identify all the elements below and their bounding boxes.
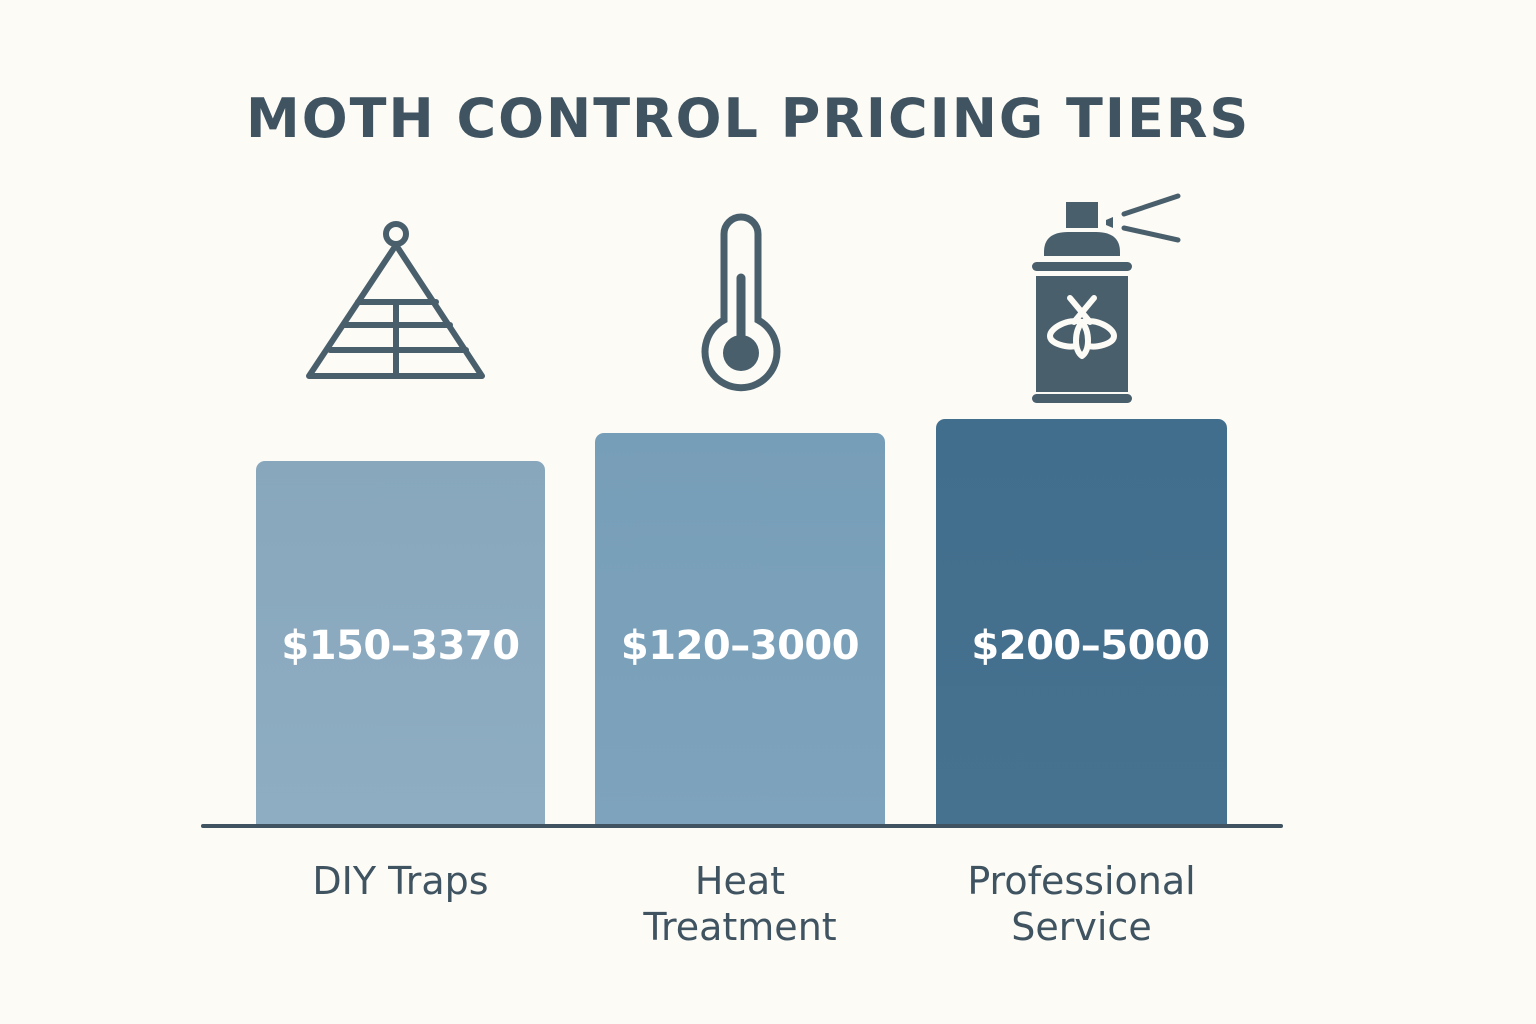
category-line: DIY Traps [312,859,489,903]
bar-professional-service [936,419,1227,826]
bar-heat-treatment [595,433,885,826]
x-axis-baseline [201,824,1283,828]
bar-value-label-diy: $150–3370 [281,623,520,669]
pyramid-trap-icon [306,221,485,379]
category-line: Service [1011,905,1152,949]
category-line: Treatment [643,905,837,949]
bar-diy-traps [256,461,545,826]
category-line: Professional [967,859,1196,903]
bar-value-label-professional: $200–5000 [971,623,1210,669]
spray-can-moth-icon [1032,193,1181,403]
category-label-heat-treatment: Heat Treatment [595,858,885,950]
bar-value-label-heat: $120–3000 [620,623,860,669]
chart-title: MOTH CONTROL PRICING TIERS [246,87,1251,150]
thermometer-icon [701,213,781,392]
category-label-diy-traps: DIY Traps [256,858,545,904]
category-line: Heat [694,859,786,903]
category-label-professional-service: Professional Service [936,858,1227,950]
